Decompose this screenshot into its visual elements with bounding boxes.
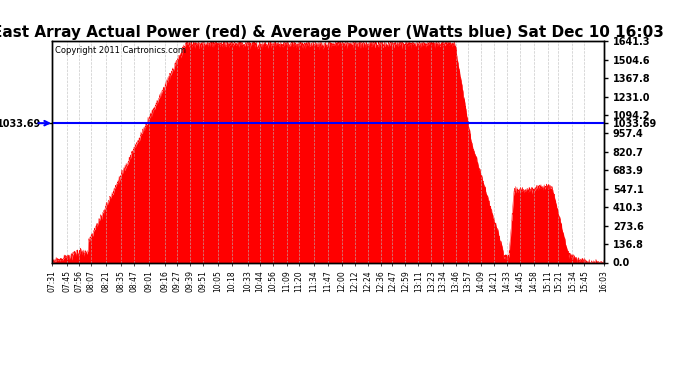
Title: East Array Actual Power (red) & Average Power (Watts blue) Sat Dec 10 16:03: East Array Actual Power (red) & Average … <box>0 25 664 40</box>
Text: Copyright 2011 Cartronics.com: Copyright 2011 Cartronics.com <box>55 46 186 55</box>
